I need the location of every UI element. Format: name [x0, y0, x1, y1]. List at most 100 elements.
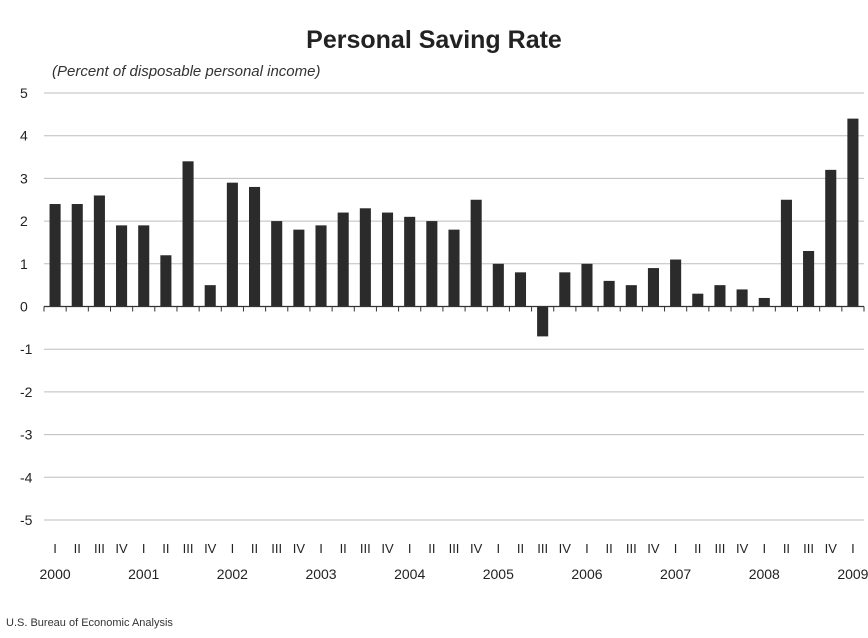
x-tick-label: III — [271, 541, 282, 556]
x-axis-quarter-labels: I II III IV I II III IV I II III IV I II III IV I II III IV… — [53, 541, 854, 556]
bars — [49, 118, 859, 337]
bar — [93, 195, 105, 307]
x-tick-label: I — [497, 541, 501, 556]
bar — [293, 229, 305, 307]
x-tick-label: IV — [825, 541, 838, 556]
x-tick-label: I — [142, 541, 146, 556]
bar — [736, 289, 748, 307]
bar — [670, 259, 682, 307]
x-tick-label: II — [783, 541, 790, 556]
bar — [847, 118, 859, 307]
x-tick-label: III — [183, 541, 194, 556]
bar — [49, 204, 61, 307]
bar — [603, 280, 615, 307]
x-tick-label: III — [537, 541, 548, 556]
bar — [714, 285, 726, 307]
x-axis-year-labels: 2000 2001 2002 2003 2004 2005 2006 2007 2008 2009 — [40, 566, 868, 582]
year-label: 2000 — [40, 566, 71, 582]
y-tick-label: -5 — [20, 512, 33, 528]
y-tick-label: 5 — [20, 85, 28, 101]
bar — [359, 208, 371, 307]
bar — [537, 306, 549, 337]
x-tick-label: IV — [559, 541, 572, 556]
bar — [426, 221, 438, 307]
x-tick-label: I — [674, 541, 678, 556]
x-tick-label: III — [360, 541, 371, 556]
x-tick-label: III — [803, 541, 814, 556]
bar — [204, 285, 216, 307]
gridlines — [44, 92, 864, 521]
x-tick-label: I — [585, 541, 589, 556]
bar — [803, 250, 815, 307]
x-tick-label: I — [319, 541, 323, 556]
y-axis-tick-labels: 5 4 3 2 1 0 -1 -2 -3 -4 -5 — [20, 85, 33, 528]
bar — [780, 199, 792, 307]
year-label: 2003 — [305, 566, 336, 582]
y-tick-label: 1 — [20, 256, 28, 272]
bar — [404, 216, 416, 307]
bar — [492, 263, 504, 307]
x-tick-label: II — [517, 541, 524, 556]
year-label: 2004 — [394, 566, 425, 582]
y-tick-label: 3 — [20, 170, 28, 186]
y-tick-label: -2 — [20, 384, 33, 400]
y-tick-label: -1 — [20, 341, 33, 357]
chart-subtitle: (Percent of disposable personal income) — [52, 63, 321, 80]
bar — [692, 293, 704, 307]
bar — [514, 272, 527, 307]
bar — [625, 285, 637, 307]
year-label: 2005 — [483, 566, 514, 582]
x-tick-label: II — [251, 541, 258, 556]
bar — [160, 255, 172, 307]
year-label: 2007 — [660, 566, 691, 582]
x-tick-label: II — [606, 541, 613, 556]
y-tick-label: -4 — [20, 469, 33, 485]
bar — [138, 225, 150, 307]
year-label: 2008 — [749, 566, 780, 582]
y-tick-label: 4 — [20, 128, 28, 144]
bar — [825, 169, 837, 307]
bar — [581, 263, 593, 307]
bar — [647, 268, 659, 307]
x-tick-label: II — [694, 541, 701, 556]
bar — [758, 297, 770, 307]
x-tick-label: III — [449, 541, 460, 556]
zero-axis — [43, 305, 865, 312]
year-label: 2006 — [571, 566, 602, 582]
x-tick-label: IV — [647, 541, 660, 556]
x-tick-label: III — [94, 541, 105, 556]
year-label: 2001 — [128, 566, 159, 582]
x-tick-label: I — [408, 541, 412, 556]
bar — [381, 212, 394, 307]
source-note: U.S. Bureau of Economic Analysis — [6, 617, 173, 629]
bar — [182, 161, 194, 307]
x-tick-label: IV — [293, 541, 306, 556]
x-tick-label: I — [851, 541, 855, 556]
x-tick-label: IV — [115, 541, 128, 556]
bar — [559, 272, 571, 307]
bar — [226, 182, 238, 307]
x-tick-label: IV — [204, 541, 217, 556]
bar — [71, 204, 83, 307]
y-tick-label: 0 — [20, 299, 28, 315]
x-tick-label: I — [53, 541, 57, 556]
x-tick-label: IV — [470, 541, 483, 556]
x-tick-label: III — [715, 541, 726, 556]
y-tick-label: 2 — [20, 213, 28, 229]
x-tick-label: I — [762, 541, 766, 556]
bar — [470, 199, 482, 307]
x-tick-label: IV — [736, 541, 749, 556]
x-tick-label: II — [428, 541, 435, 556]
x-tick-label: II — [74, 541, 81, 556]
x-tick-label: IV — [381, 541, 394, 556]
bar — [271, 221, 283, 307]
x-tick-label: I — [231, 541, 235, 556]
y-tick-label: -3 — [20, 427, 33, 443]
x-tick-label: II — [340, 541, 347, 556]
x-tick-label: III — [626, 541, 637, 556]
bar — [337, 212, 349, 307]
bar — [315, 225, 327, 307]
year-label: 2009 — [837, 566, 868, 582]
